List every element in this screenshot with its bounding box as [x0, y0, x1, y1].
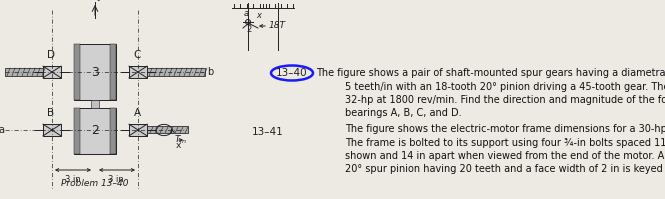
Bar — [110, 44, 116, 100]
Text: x: x — [176, 141, 182, 150]
Text: x: x — [256, 11, 261, 20]
Bar — [110, 108, 116, 154]
Text: 20° spur pinion having 20 teeth and a face width of 2 in is keyed to and fluch w: 20° spur pinion having 20 teeth and a fa… — [345, 165, 665, 175]
Bar — [74, 108, 80, 154]
Bar — [74, 108, 116, 154]
Text: 13–41: 13–41 — [252, 127, 284, 137]
Text: B: B — [47, 108, 55, 118]
Text: 2: 2 — [91, 125, 99, 138]
Text: The figure shows a pair of shaft-mounted spur gears having a diametral pitch of: The figure shows a pair of shaft-mounted… — [316, 68, 665, 78]
Text: 5 teeth/in with an 18-tooth 20° pinion driving a 45-tooth gear. The power input : 5 teeth/in with an 18-tooth 20° pinion d… — [345, 82, 665, 92]
Text: 2: 2 — [246, 25, 251, 34]
Text: 13–40: 13–40 — [276, 68, 308, 78]
Text: $T_{in}$: $T_{in}$ — [174, 134, 187, 146]
Text: y: y — [97, 0, 103, 1]
Text: D: D — [47, 50, 55, 60]
Bar — [43, 66, 61, 78]
Text: C: C — [133, 50, 141, 60]
Bar — [43, 124, 61, 136]
Bar — [147, 68, 205, 76]
Text: 32-hp at 1800 rev/min. Find the direction and magnitude of the forces acting on: 32-hp at 1800 rev/min. Find the directio… — [345, 95, 665, 105]
Text: shown and 14 in apart when viewed from the end of the motor. A 4 diametral pitch: shown and 14 in apart when viewed from t… — [345, 151, 665, 161]
Text: bearings A, B, C, and D.: bearings A, B, C, and D. — [345, 108, 462, 118]
Bar — [129, 124, 147, 136]
Text: 18T: 18T — [269, 21, 286, 30]
Text: a: a — [0, 125, 4, 135]
Text: The figure shows the electric-motor frame dimensions for a 30-hp 900 rev/min mot: The figure shows the electric-motor fram… — [345, 124, 665, 134]
Bar — [74, 44, 80, 100]
Text: A: A — [134, 108, 140, 118]
Bar — [5, 68, 43, 76]
Text: a: a — [244, 9, 249, 18]
Text: – b: – b — [200, 67, 214, 77]
Text: 3 in: 3 in — [108, 175, 124, 184]
Text: 3: 3 — [91, 65, 99, 78]
Text: 3 in: 3 in — [65, 175, 81, 184]
Bar — [74, 44, 116, 100]
Bar — [147, 126, 188, 133]
Text: The frame is bolted to its support using four ¾-in bolts spaced 11¼ in apart in : The frame is bolted to its support using… — [345, 138, 665, 148]
Text: Problem 13–40: Problem 13–40 — [61, 179, 129, 188]
Bar — [91, 100, 99, 108]
Bar — [129, 66, 147, 78]
